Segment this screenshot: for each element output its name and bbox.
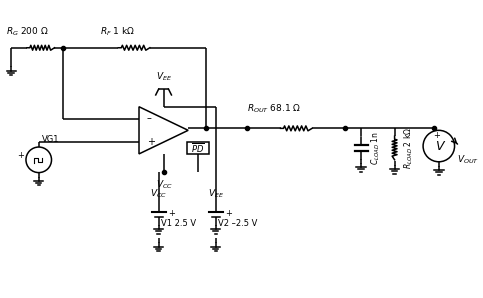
Text: V: V — [435, 139, 443, 153]
Text: $R_{LOAD}$ 2 kΩ: $R_{LOAD}$ 2 kΩ — [402, 127, 415, 169]
Text: $V_{EE}$: $V_{EE}$ — [208, 188, 224, 200]
Text: $\overline{PD}$: $\overline{PD}$ — [191, 141, 205, 155]
Text: V2 –2.5 V: V2 –2.5 V — [218, 219, 257, 228]
Text: $V_{OUT}$: $V_{OUT}$ — [456, 154, 479, 166]
Text: +: + — [226, 209, 232, 218]
Text: $V_{CC}$: $V_{CC}$ — [156, 179, 173, 191]
Text: V1 2.5 V: V1 2.5 V — [161, 219, 196, 228]
Text: $R_F$ 1 kΩ: $R_F$ 1 kΩ — [99, 25, 135, 38]
Text: VG1: VG1 — [42, 135, 59, 144]
Text: –: – — [147, 114, 152, 124]
Bar — [187, 142, 209, 154]
Text: +: + — [147, 137, 155, 147]
Text: +: + — [17, 151, 24, 160]
Text: $C_{LOAD}$ 1n: $C_{LOAD}$ 1n — [369, 131, 382, 165]
Text: +: + — [169, 209, 175, 218]
Text: $R_G$ 200 Ω: $R_G$ 200 Ω — [6, 25, 49, 38]
Text: $V_{EE}$: $V_{EE}$ — [156, 71, 171, 83]
Text: +: + — [433, 131, 440, 140]
Text: $R_{OUT}$ 68.1 Ω: $R_{OUT}$ 68.1 Ω — [247, 102, 301, 115]
Text: $V_{CC}$: $V_{CC}$ — [150, 188, 167, 200]
